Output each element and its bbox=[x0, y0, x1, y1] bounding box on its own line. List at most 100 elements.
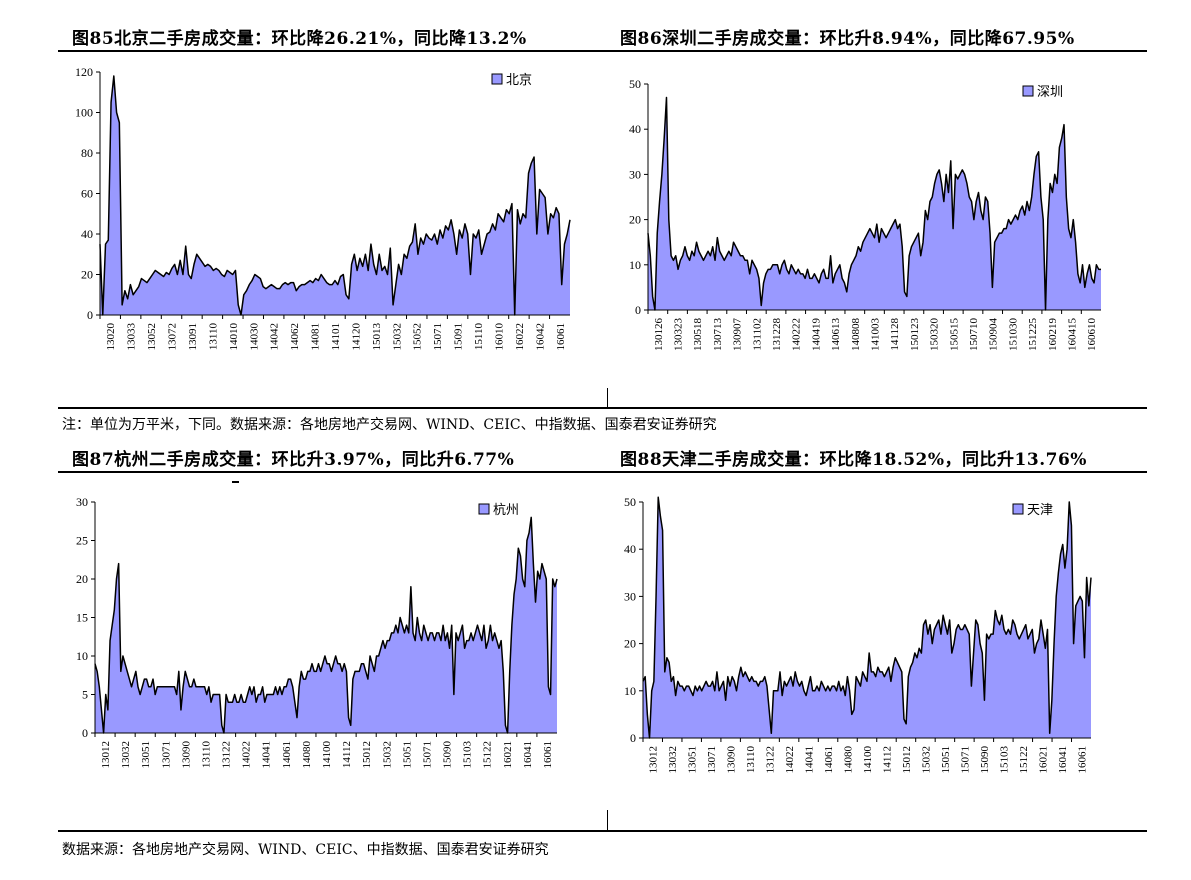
x-tick-label: 15012 bbox=[901, 746, 913, 774]
x-tick-label: 130323 bbox=[673, 318, 685, 352]
x-tick-label: 14010 bbox=[228, 323, 240, 351]
x-tick-label: 13032 bbox=[120, 741, 132, 769]
middle-rule bbox=[58, 407, 1147, 409]
x-tick-label: 14030 bbox=[248, 323, 260, 351]
y-tick-label: 40 bbox=[629, 122, 641, 136]
source-note-bottom: 数据来源：各地房地产交易网、WIND、CEIC、中指数据、国泰君安证券研究 bbox=[62, 842, 549, 858]
x-tick-label: 14081 bbox=[310, 323, 322, 351]
y-tick-label: 30 bbox=[629, 167, 641, 181]
x-tick-label: 14022 bbox=[241, 741, 253, 769]
series-line-c87 bbox=[94, 516, 558, 734]
y-tick-label: 20 bbox=[81, 268, 93, 282]
series-line-c86 bbox=[647, 96, 1101, 311]
x-tick-label: 13051 bbox=[687, 746, 699, 774]
series-line-c88 bbox=[642, 496, 1092, 739]
x-tick-label: 15032 bbox=[391, 323, 403, 351]
chart-title-shenzhen: 图86深圳二手房成交量：环比升8.94%，同比降67.95% bbox=[620, 29, 1075, 49]
y-tick-label: 0 bbox=[635, 303, 641, 317]
legend-swatch bbox=[1022, 85, 1034, 97]
x-tick-label: 16021 bbox=[502, 741, 514, 769]
x-tick-label: 15122 bbox=[1018, 746, 1030, 774]
y-tick-label: 50 bbox=[624, 495, 636, 509]
x-tick-label: 140222 bbox=[791, 318, 803, 351]
series-area-c85 bbox=[100, 76, 570, 315]
x-tick-label: 14062 bbox=[289, 323, 301, 351]
x-tick-label: 15122 bbox=[482, 741, 494, 769]
column-divider-top bbox=[607, 388, 608, 408]
source-note-top: 注：单位为万平米，下同。数据来源：各地房地产交易网、WIND、CEIC、中指数据… bbox=[62, 417, 717, 433]
x-tick-label: 13110 bbox=[207, 323, 219, 351]
x-tick-label: 13071 bbox=[160, 741, 172, 769]
x-tick-label: 13071 bbox=[706, 746, 718, 774]
y-tick-label: 15 bbox=[76, 611, 88, 625]
x-tick-label: 15090 bbox=[442, 741, 454, 769]
y-tick-label: 20 bbox=[624, 637, 636, 651]
chart-title-tianjin: 图88天津二手房成交量：环比降18.52%，同比升13.76% bbox=[620, 450, 1087, 470]
y-tick-label: 0 bbox=[82, 726, 88, 740]
x-tick-label: 13122 bbox=[765, 746, 777, 774]
x-tick-label: 15090 bbox=[979, 746, 991, 774]
x-tick-label: 13033 bbox=[126, 323, 138, 351]
x-tick-label: 16041 bbox=[522, 741, 534, 769]
x-tick-label: 130907 bbox=[732, 318, 744, 352]
x-tick-label: 141003 bbox=[870, 318, 882, 352]
y-tick-label: 30 bbox=[76, 495, 88, 509]
x-tick-label: 15013 bbox=[371, 323, 383, 351]
x-tick-label: 16042 bbox=[534, 323, 546, 351]
x-tick-label: 13091 bbox=[187, 323, 199, 351]
x-tick-label: 14080 bbox=[843, 746, 855, 774]
x-tick-label: 14061 bbox=[281, 741, 293, 769]
x-tick-label: 15071 bbox=[959, 746, 971, 774]
x-tick-label: 150123 bbox=[909, 318, 921, 352]
x-tick-label: 13012 bbox=[648, 746, 660, 774]
legend-label: 深圳 bbox=[1037, 84, 1063, 99]
x-tick-label: 13072 bbox=[167, 323, 179, 351]
x-tick-label: 14041 bbox=[261, 741, 273, 769]
x-tick-label: 151225 bbox=[1027, 318, 1039, 352]
y-tick-label: 40 bbox=[624, 542, 636, 556]
x-tick-label: 16022 bbox=[514, 323, 526, 351]
x-tick-label: 141128 bbox=[889, 318, 901, 351]
x-tick-label: 15110 bbox=[473, 323, 485, 351]
x-tick-label: 14100 bbox=[862, 746, 874, 774]
x-tick-label: 130713 bbox=[712, 318, 724, 352]
x-tick-label: 13110 bbox=[200, 741, 212, 769]
x-tick-label: 13032 bbox=[667, 746, 679, 774]
column-divider-bottom bbox=[607, 810, 608, 830]
y-tick-label: 120 bbox=[75, 65, 93, 79]
x-tick-label: 150515 bbox=[948, 318, 960, 352]
x-tick-label: 150904 bbox=[988, 317, 1000, 351]
series-area-c87 bbox=[95, 517, 557, 733]
x-tick-label: 16061 bbox=[1076, 746, 1088, 774]
x-tick-label: 15032 bbox=[381, 741, 393, 769]
x-tick-label: 15032 bbox=[920, 746, 932, 774]
y-tick-label: 100 bbox=[75, 106, 93, 120]
x-tick-label: 140808 bbox=[850, 318, 862, 352]
y-tick-label: 20 bbox=[629, 213, 641, 227]
x-tick-label: 140613 bbox=[830, 318, 842, 352]
series-area-c88 bbox=[643, 497, 1091, 738]
x-tick-label: 15012 bbox=[361, 741, 373, 769]
x-tick-label: 15071 bbox=[432, 323, 444, 351]
x-tick-label: 14042 bbox=[269, 323, 281, 351]
top-rule bbox=[58, 50, 1147, 52]
x-tick-label: 13090 bbox=[726, 746, 738, 774]
y-tick-label: 30 bbox=[624, 589, 636, 603]
x-tick-label: 14100 bbox=[321, 741, 333, 769]
x-tick-label: 15052 bbox=[412, 323, 424, 351]
y-tick-label: 80 bbox=[81, 146, 93, 160]
x-tick-label: 14061 bbox=[823, 746, 835, 774]
stray-mark bbox=[232, 481, 239, 483]
legend-swatch bbox=[1012, 503, 1024, 515]
x-tick-label: 151030 bbox=[1007, 318, 1019, 352]
y-tick-label: 10 bbox=[624, 684, 636, 698]
x-tick-label: 15103 bbox=[462, 741, 474, 769]
legend-label: 杭州 bbox=[493, 502, 519, 517]
y-tick-label: 10 bbox=[629, 258, 641, 272]
y-tick-label: 40 bbox=[81, 227, 93, 241]
x-tick-label: 14022 bbox=[784, 746, 796, 774]
x-tick-label: 16061 bbox=[542, 741, 554, 769]
x-tick-label: 130126 bbox=[653, 318, 665, 352]
x-tick-label: 14112 bbox=[341, 741, 353, 768]
